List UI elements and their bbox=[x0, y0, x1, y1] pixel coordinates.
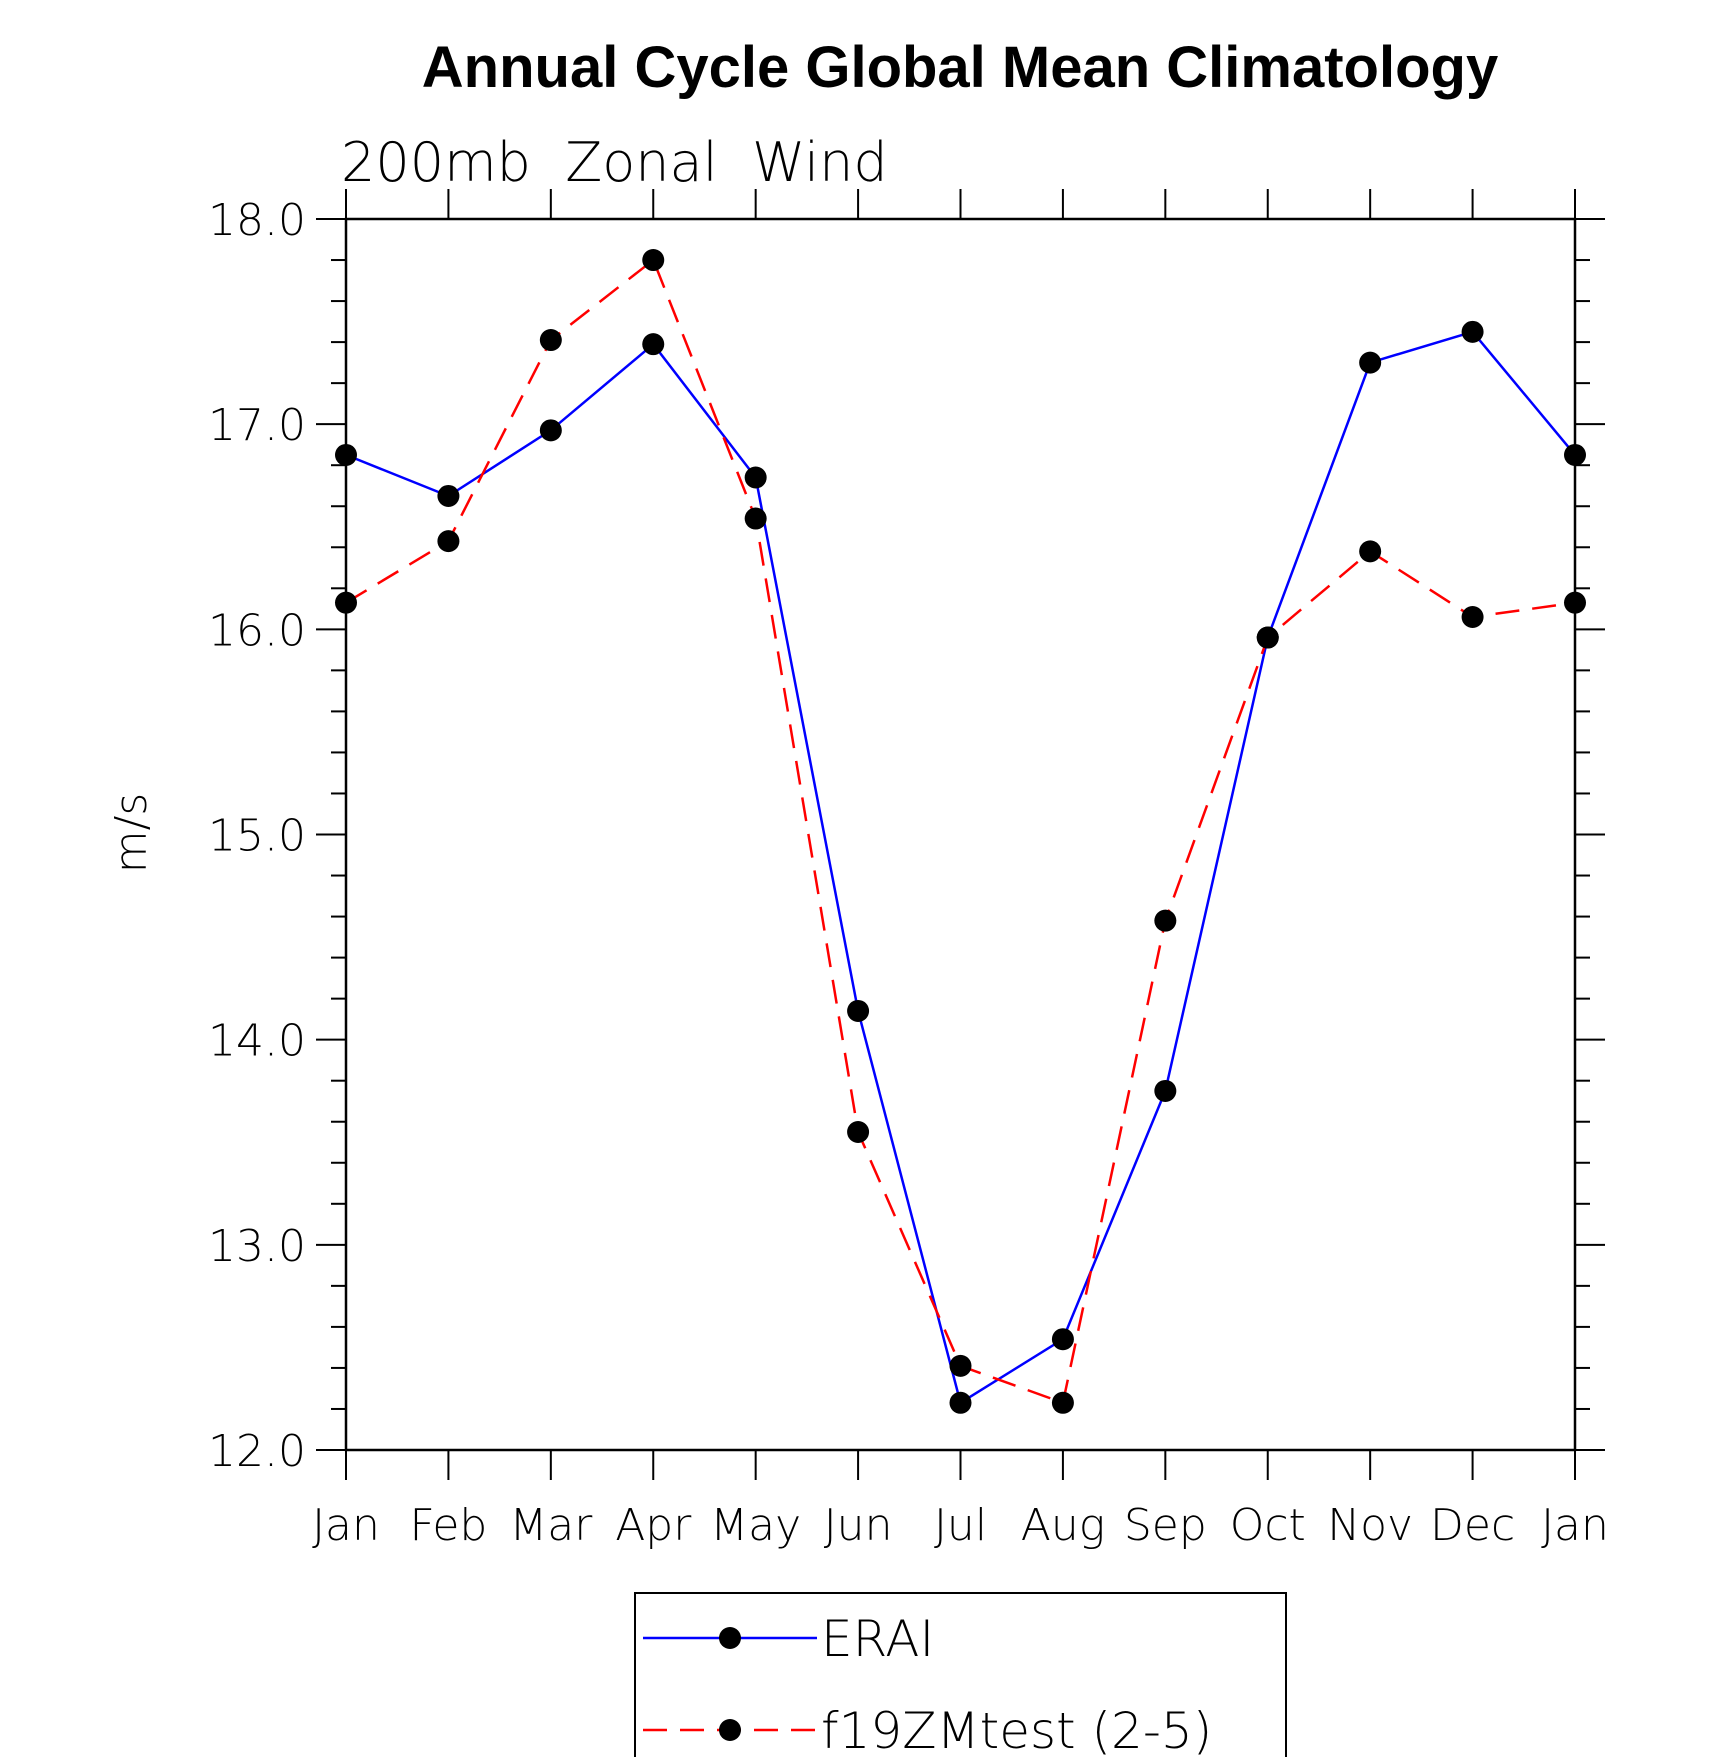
data-point-erai bbox=[1051, 1328, 1074, 1351]
x-tick-label: Dec bbox=[1430, 1500, 1515, 1551]
data-point-f19zmtest-2-5 bbox=[1154, 909, 1177, 932]
x-tick-label: Jan bbox=[1541, 1500, 1609, 1551]
data-point-erai bbox=[1359, 351, 1382, 374]
legend-box bbox=[634, 1592, 1287, 1757]
legend-marker-erai bbox=[719, 1627, 741, 1649]
legend-marker-f19zmtest bbox=[719, 1719, 741, 1741]
x-tick-label: Aug bbox=[1021, 1500, 1105, 1551]
series-line-f19zmtest-2-5 bbox=[345, 257, 1576, 1405]
data-point-f19zmtest-2-5 bbox=[949, 1354, 972, 1377]
series-line-erai bbox=[345, 330, 1576, 1405]
data-point-f19zmtest-2-5 bbox=[1051, 1391, 1074, 1414]
chart-title: Annual Cycle Global Mean Climatology bbox=[422, 35, 1498, 100]
data-point-erai bbox=[1461, 320, 1484, 343]
data-point-f19zmtest-2-5 bbox=[539, 329, 562, 352]
data-point-erai bbox=[847, 999, 870, 1022]
x-tick-label: Feb bbox=[409, 1500, 487, 1551]
x-tick-label: Nov bbox=[1327, 1500, 1413, 1551]
x-tick-label: Apr bbox=[615, 1500, 692, 1551]
plot-border bbox=[344, 217, 1577, 1452]
data-point-erai bbox=[437, 484, 460, 507]
y-tick-label: 14.0 bbox=[208, 1016, 306, 1067]
y-tick-label: 12.0 bbox=[208, 1426, 306, 1477]
data-point-f19zmtest-2-5 bbox=[642, 249, 665, 272]
y-tick-label: 13.0 bbox=[208, 1221, 306, 1272]
legend-label-erai: ERAI bbox=[821, 1610, 934, 1668]
data-point-f19zmtest-2-5 bbox=[847, 1120, 870, 1143]
y-tick-label: 16.0 bbox=[208, 605, 306, 656]
legend: ERAI f19ZMtest (2-5) bbox=[634, 1592, 1287, 1757]
y-tick-label: 15.0 bbox=[208, 811, 306, 862]
data-point-erai bbox=[335, 443, 357, 466]
x-tick-label: Mar bbox=[509, 1500, 593, 1551]
plot-frame bbox=[344, 217, 1577, 1452]
data-point-erai bbox=[1564, 443, 1586, 466]
x-axis-ticks: Jan Feb Mar Apr May Jun Jul Aug Sep Oct Nov Dec Jan bbox=[312, 189, 1609, 1551]
data-point-f19zmtest-2-5 bbox=[1564, 591, 1586, 614]
data-point-erai bbox=[744, 466, 767, 489]
data-point-f19zmtest-2-5 bbox=[335, 591, 357, 614]
data-point-f19zmtest-2-5 bbox=[437, 530, 460, 553]
series-layer bbox=[335, 249, 1586, 1414]
data-point-f19zmtest-2-5 bbox=[744, 507, 767, 530]
chart-subtitle: 200mb Zonal Wind bbox=[341, 131, 888, 194]
data-point-f19zmtest-2-5 bbox=[1461, 606, 1484, 629]
data-point-erai bbox=[539, 419, 562, 442]
x-tick-label: Jul bbox=[934, 1500, 987, 1551]
x-tick-label: Jun bbox=[824, 1500, 893, 1551]
x-tick-label: Jan bbox=[312, 1500, 380, 1551]
x-tick-label: Sep bbox=[1124, 1500, 1207, 1551]
data-point-erai bbox=[949, 1391, 972, 1414]
data-point-erai bbox=[1154, 1079, 1177, 1102]
legend-label-f19zmtest: f19ZMtest (2-5) bbox=[821, 1702, 1212, 1757]
x-tick-label: Oct bbox=[1230, 1500, 1306, 1551]
y-tick-label: 17.0 bbox=[208, 400, 306, 451]
data-point-erai bbox=[642, 333, 665, 356]
data-point-f19zmtest-2-5 bbox=[1256, 626, 1279, 649]
y-axis-ticks: 12.0 13.0 14.0 15.0 16.0 17.0 18.0 bbox=[208, 195, 1605, 1477]
x-tick-label: May bbox=[710, 1500, 801, 1551]
y-tick-label: 18.0 bbox=[208, 195, 306, 246]
data-point-f19zmtest-2-5 bbox=[1359, 540, 1382, 563]
y-axis-label: m/s bbox=[106, 793, 157, 874]
